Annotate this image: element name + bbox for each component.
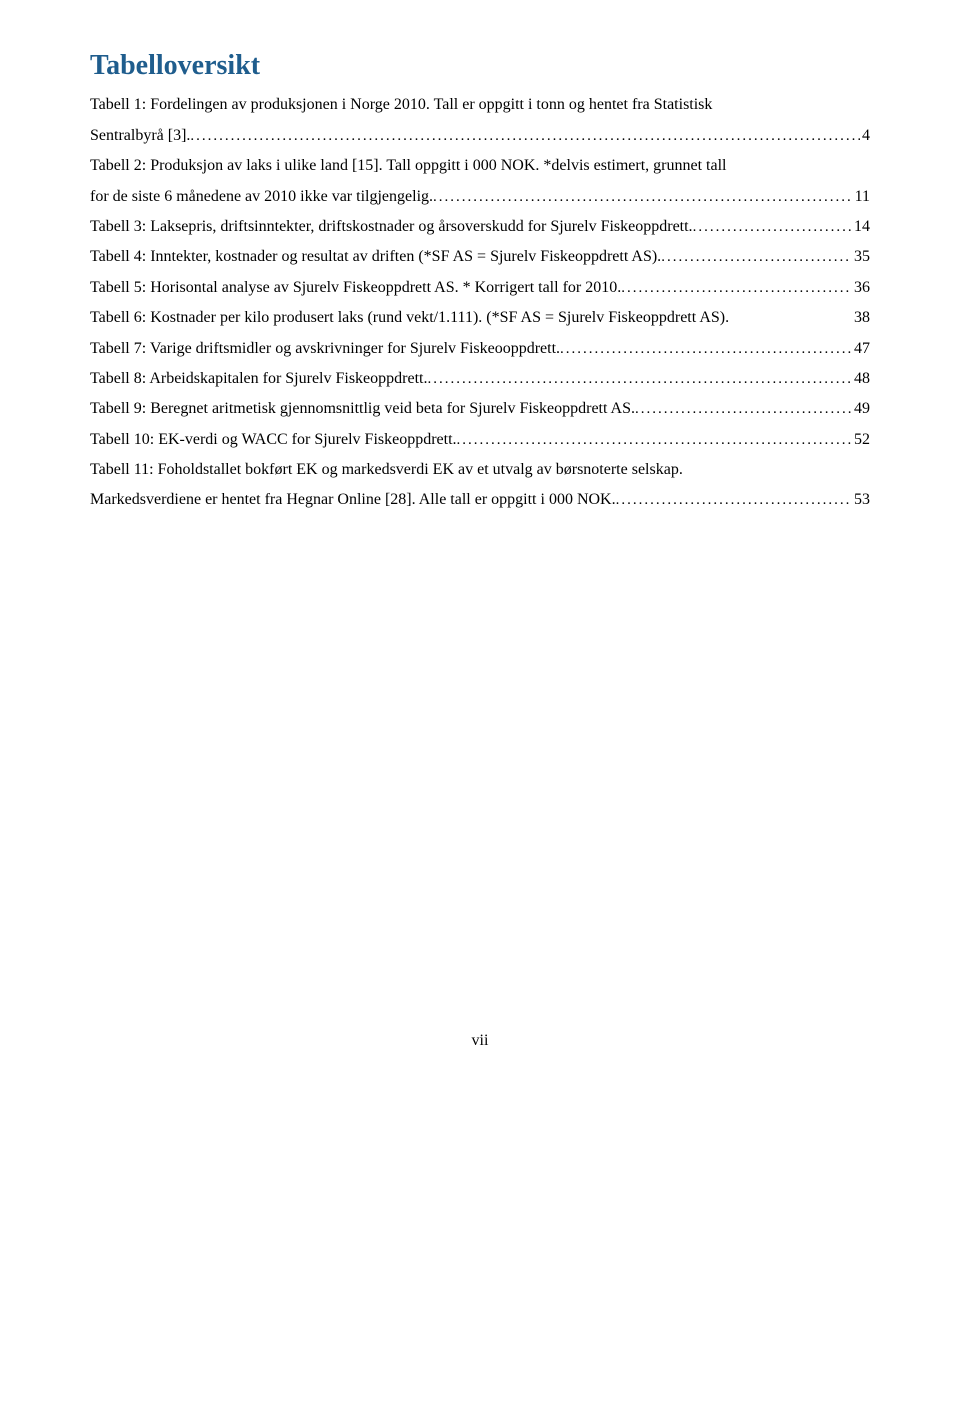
toc-entry-label: Tabell 1: Fordelingen av produksjonen i … (90, 90, 870, 120)
toc-entry: Tabell 2: Produksjon av laks i ulike lan… (90, 151, 870, 212)
toc-page-number: 35 (852, 242, 870, 272)
page-number-footer: vii (90, 1026, 870, 1056)
toc-entry: Tabell 4: Inntekter, kostnader og result… (90, 242, 870, 272)
toc-entry: Tabell 8: Arbeidskapitalen for Sjurelv F… (90, 364, 870, 394)
toc-entry-label: Tabell 3: Laksepris, driftsinntekter, dr… (90, 212, 693, 242)
toc-entry: Tabell 3: Laksepris, driftsinntekter, dr… (90, 212, 870, 242)
toc-entry-last-line: Sentralbyrå [3]. (90, 121, 190, 151)
toc-entry: Tabell 7: Varige driftsmidler og avskriv… (90, 334, 870, 364)
toc-entry: Tabell 10: EK-verdi og WACC for Sjurelv … (90, 425, 870, 455)
toc-entry-label: Tabell 7: Varige driftsmidler og avskriv… (90, 334, 560, 364)
toc-leader-dots (635, 395, 852, 424)
toc-entry: Tabell 11: Foholdstallet bokført EK og m… (90, 455, 870, 516)
toc-entry-last-line: Markedsverdiene er hentet fra Hegnar Onl… (90, 485, 616, 515)
toc-leader-dots (427, 365, 852, 394)
toc-leader-dots (616, 486, 852, 515)
toc-entry: Tabell 5: Horisontal analyse av Sjurelv … (90, 273, 870, 303)
table-of-contents: Tabell 1: Fordelingen av produksjonen i … (90, 90, 870, 515)
toc-leader-dots (693, 213, 852, 242)
toc-entry-label: Tabell 2: Produksjon av laks i ulike lan… (90, 151, 870, 181)
toc-leader-dots (433, 183, 853, 212)
toc-entry-label: Tabell 4: Inntekter, kostnader og result… (90, 242, 661, 272)
toc-entry-label: Tabell 9: Beregnet aritmetisk gjennomsni… (90, 394, 635, 424)
toc-entry: Tabell 6: Kostnader per kilo produsert l… (90, 303, 870, 333)
toc-leader-dots (661, 243, 852, 272)
toc-page-number: 47 (852, 334, 870, 364)
toc-page-number: 38 (852, 303, 870, 333)
toc-entry-label: Tabell 6: Kostnader per kilo produsert l… (90, 303, 729, 333)
toc-entry: Tabell 9: Beregnet aritmetisk gjennomsni… (90, 394, 870, 424)
toc-entry-label: Tabell 10: EK-verdi og WACC for Sjurelv … (90, 425, 457, 455)
toc-entry: Tabell 1: Fordelingen av produksjonen i … (90, 90, 870, 151)
toc-page-number: 36 (852, 273, 870, 303)
toc-entry-last-line: for de siste 6 månedene av 2010 ikke var… (90, 182, 433, 212)
toc-page-number: 48 (852, 364, 870, 394)
toc-entry-label: Tabell 11: Foholdstallet bokført EK og m… (90, 455, 870, 485)
toc-page-number: 52 (852, 425, 870, 455)
toc-entry-label: Tabell 8: Arbeidskapitalen for Sjurelv F… (90, 364, 427, 394)
toc-page-number: 53 (852, 485, 870, 515)
toc-page-number: 11 (853, 182, 870, 212)
toc-entry-label: Tabell 5: Horisontal analyse av Sjurelv … (90, 273, 621, 303)
toc-leader-dots (560, 335, 852, 364)
toc-leader-dots (457, 426, 852, 455)
toc-leader-dots (190, 122, 860, 151)
toc-page-number: 4 (860, 121, 870, 151)
toc-page-number: 49 (852, 394, 870, 424)
page-title: Tabelloversikt (90, 48, 870, 84)
toc-leader-dots (621, 274, 852, 303)
toc-page-number: 14 (852, 212, 870, 242)
